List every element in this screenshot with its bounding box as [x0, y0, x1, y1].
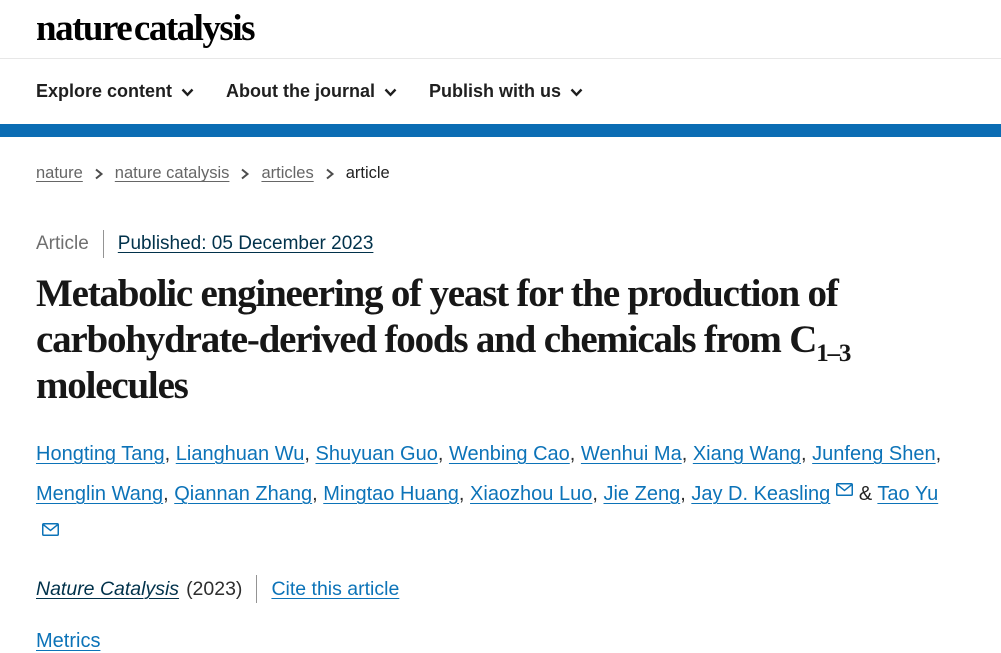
author-link[interactable]: Shuyuan Guo — [315, 443, 438, 465]
author-link[interactable]: Mingtao Huang — [323, 483, 459, 505]
article-meta-row: Article Published: 05 December 2023 — [36, 230, 1001, 258]
nav-label: Explore content — [36, 81, 173, 101]
article-type-label: Article — [36, 233, 89, 254]
nav-item-about-the-journal[interactable]: About the journal — [226, 81, 397, 102]
journal-logo[interactable]: nature catalysis — [36, 8, 256, 49]
chevron-down-icon — [570, 88, 583, 97]
author-link[interactable]: Junfeng Shen — [812, 443, 936, 465]
site-header: nature catalysis — [0, 0, 1001, 59]
journal-year: (2023) — [186, 577, 243, 600]
title-text: molecules — [36, 364, 189, 407]
author-link[interactable]: Wenbing Cao — [448, 443, 570, 465]
ampersand-separator: & — [853, 483, 878, 505]
breadcrumb-link[interactable]: nature catalysis — [114, 164, 230, 182]
main-nav: Explore content About the journal Publis… — [0, 59, 1001, 124]
author-link[interactable]: Xiaozhou Luo — [470, 483, 593, 505]
nav-item-publish-with-us[interactable]: Publish with us — [429, 81, 583, 102]
article-title: Metabolic engineering of yeast for the p… — [36, 271, 948, 409]
breadcrumb: nature nature catalysis articles article — [36, 164, 1001, 183]
chevron-right-icon — [325, 168, 335, 180]
metrics-row: Metrics — [36, 630, 1001, 653]
breadcrumb-current: article — [345, 164, 390, 182]
author-link[interactable]: Xiang Wang — [692, 443, 802, 465]
breadcrumb-link[interactable]: nature — [36, 164, 83, 182]
nav-item-explore-content[interactable]: Explore content — [36, 81, 194, 102]
author-link[interactable]: Tao Yu — [877, 483, 939, 505]
nav-label: Publish with us — [429, 81, 562, 101]
envelope-icon[interactable] — [836, 470, 854, 510]
author-link[interactable]: Wenhui Ma — [580, 443, 682, 465]
title-text: Metabolic engineering of yeast for the p… — [36, 272, 839, 361]
author-link[interactable]: Qiannan Zhang — [174, 483, 313, 505]
title-subscript: 1–3 — [816, 339, 851, 367]
author-list: Hongting Tang, Lianghuan Wu, Shuyuan Guo… — [36, 434, 952, 554]
journal-name-link[interactable]: Nature Catalysis — [36, 577, 180, 600]
cite-this-article-link[interactable]: Cite this article — [271, 577, 400, 600]
breadcrumb-link[interactable]: articles — [261, 164, 314, 182]
author-link[interactable]: Jay D. Keasling — [691, 483, 831, 505]
journal-citation-row: Nature Catalysis (2023) Cite this articl… — [36, 575, 1001, 603]
divider — [102, 230, 104, 258]
author-link[interactable]: Lianghuan Wu — [175, 443, 305, 465]
author-link[interactable]: Jie Zeng — [603, 483, 681, 505]
nav-label: About the journal — [226, 81, 376, 101]
article-header-section: nature nature catalysis articles article Ar… — [0, 164, 1001, 653]
chevron-right-icon — [94, 168, 104, 180]
divider — [256, 575, 258, 603]
envelope-icon[interactable] — [42, 510, 59, 550]
chevron-down-icon — [181, 88, 194, 97]
journal-accent-bar — [0, 124, 1001, 137]
author-link[interactable]: Menglin Wang — [36, 483, 164, 505]
author-link[interactable]: Hongting Tang — [36, 443, 165, 465]
chevron-down-icon — [384, 88, 397, 97]
chevron-right-icon — [240, 168, 250, 180]
published-date-link[interactable]: Published: 05 December 2023 — [117, 233, 374, 254]
metrics-link[interactable]: Metrics — [36, 630, 101, 652]
